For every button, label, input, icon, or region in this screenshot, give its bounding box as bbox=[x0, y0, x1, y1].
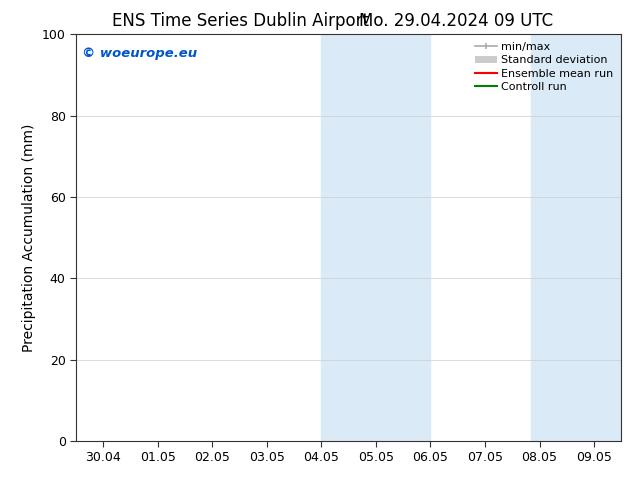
Text: Mo. 29.04.2024 09 UTC: Mo. 29.04.2024 09 UTC bbox=[359, 12, 553, 30]
Y-axis label: Precipitation Accumulation (mm): Precipitation Accumulation (mm) bbox=[22, 123, 36, 352]
Text: ENS Time Series Dublin Airport: ENS Time Series Dublin Airport bbox=[112, 12, 370, 30]
Legend: min/max, Standard deviation, Ensemble mean run, Controll run: min/max, Standard deviation, Ensemble me… bbox=[472, 40, 616, 94]
Text: © woeurope.eu: © woeurope.eu bbox=[82, 47, 197, 59]
Bar bbox=[531, 34, 621, 441]
Bar bbox=[321, 34, 430, 441]
